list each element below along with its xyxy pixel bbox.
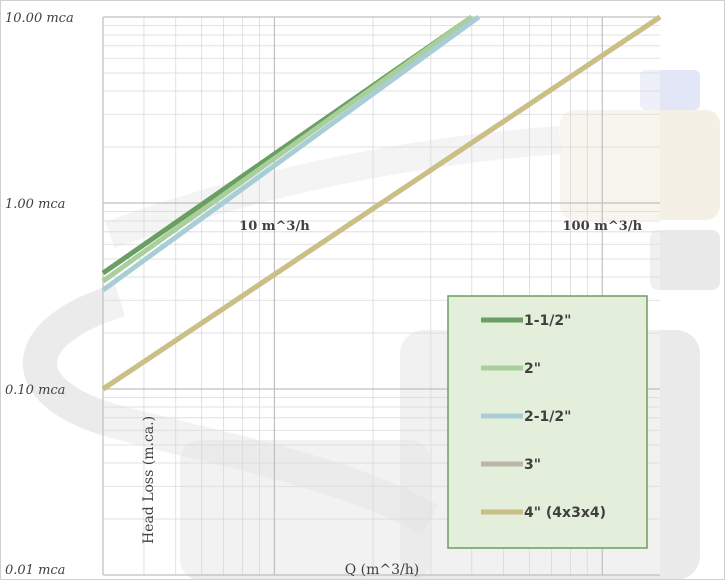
x-tick-label: 100 m^3/h <box>562 219 642 234</box>
legend-label: 1-1/2" <box>524 313 571 329</box>
y-axis-title: Head Loss (m.ca.) <box>141 416 157 544</box>
legend: 1-1/2" 2" 2-1/2" 3" 4" (4x3x4) <box>447 295 648 549</box>
legend-label: 3" <box>524 457 541 473</box>
legend-label: 2" <box>524 361 541 377</box>
series-line-3 <box>101 14 481 293</box>
legend-label: 4" (4x3x4) <box>524 505 606 521</box>
x-tick-label: 10 m^3/h <box>239 219 310 234</box>
series-line-2 <box>101 14 474 284</box>
y-tick-label: 1.00 mca <box>5 197 65 212</box>
x-axis-title: Q (m^3/h) <box>345 562 420 578</box>
y-tick-label: 0.10 mca <box>5 383 65 398</box>
legend-box <box>447 295 648 549</box>
legend-label: 2-1/2" <box>524 409 571 425</box>
y-tick-label: 10.00 mca <box>5 11 74 26</box>
y-tick-labels: 10.00 mca 1.00 mca 0.10 mca 0.01 mca <box>5 11 74 578</box>
x-tick-labels: 10 m^3/h 100 m^3/h <box>239 219 642 234</box>
y-tick-label: 0.01 mca <box>5 563 65 578</box>
series-layer <box>101 14 662 392</box>
series-line-5 <box>101 14 662 392</box>
